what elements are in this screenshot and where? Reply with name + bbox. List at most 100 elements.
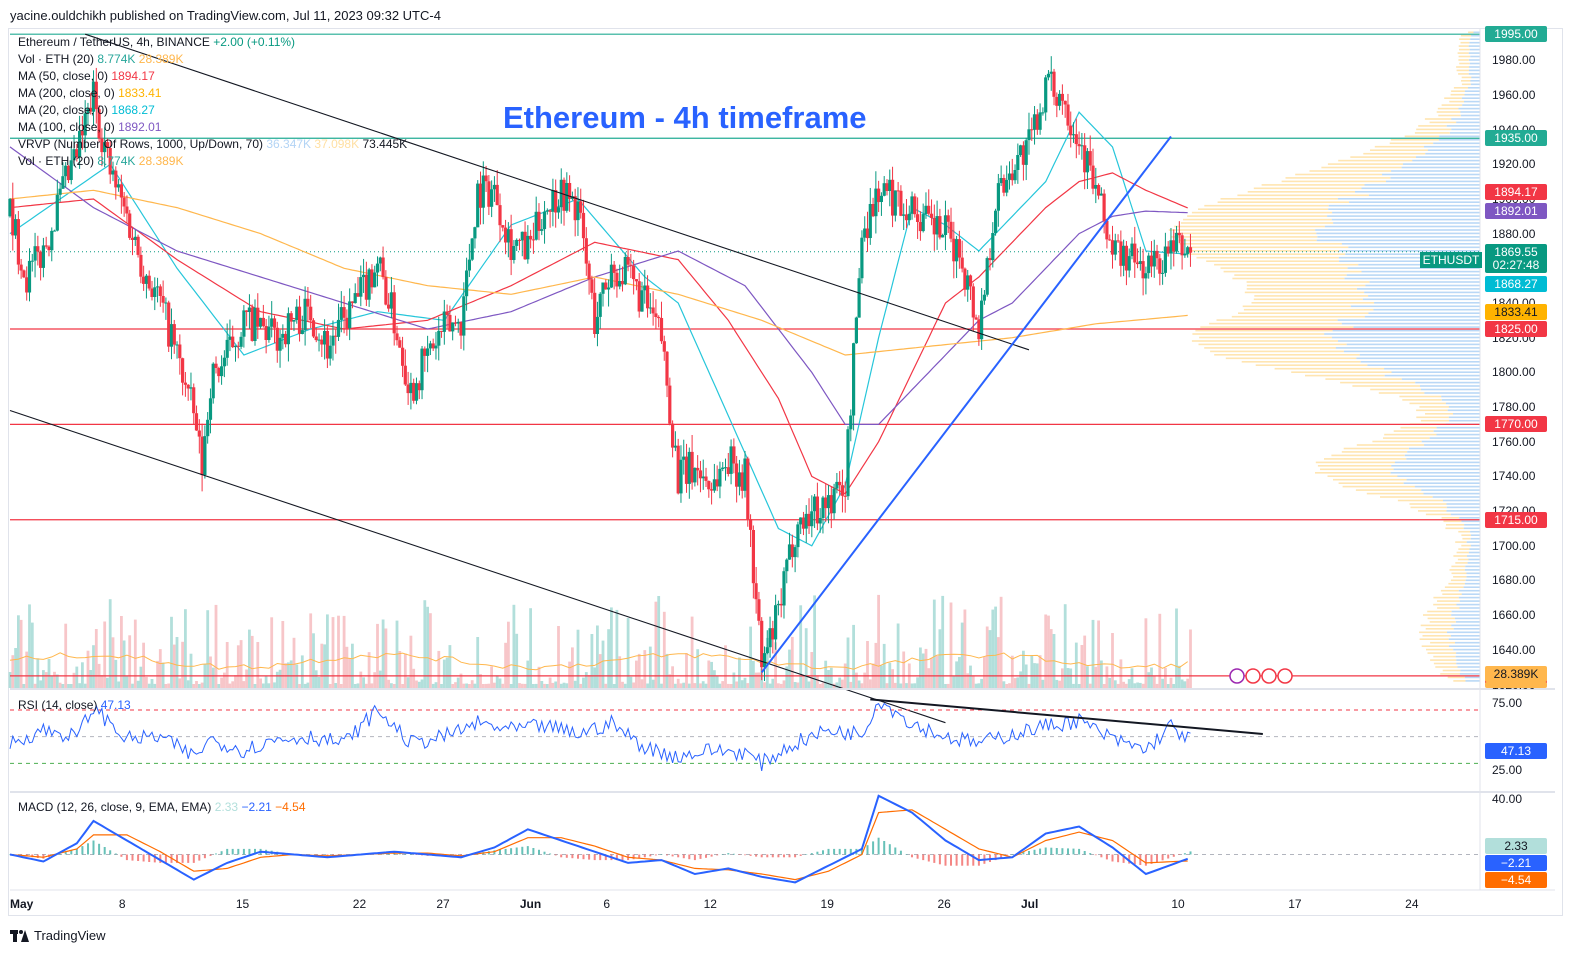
vrvp-bar-down bbox=[1199, 336, 1332, 339]
candle-down bbox=[573, 196, 577, 221]
volume-bar bbox=[788, 649, 791, 688]
candle-up bbox=[1058, 93, 1062, 106]
chart-frame[interactable] bbox=[8, 28, 1563, 916]
vrvp-bar-up bbox=[1445, 402, 1480, 405]
candle-down bbox=[89, 107, 93, 112]
volume-bar bbox=[1150, 667, 1153, 688]
volume-bar bbox=[648, 646, 652, 688]
vrvp-bar-down bbox=[1170, 236, 1318, 238]
candle-down bbox=[918, 222, 922, 232]
vrvp-bar-up bbox=[1459, 607, 1480, 609]
date-tick-label: 27 bbox=[436, 897, 450, 911]
volume-bar bbox=[197, 684, 201, 688]
volume-bar bbox=[1091, 619, 1095, 688]
candle-up bbox=[481, 175, 485, 208]
candle-down bbox=[1116, 240, 1120, 242]
volume-bar bbox=[39, 680, 42, 688]
price-box: 1892.01 bbox=[1485, 203, 1547, 220]
macd-histogram-bar bbox=[961, 854, 964, 866]
vrvp-bar-down bbox=[1402, 399, 1442, 401]
vrvp-bar-down bbox=[1341, 451, 1408, 453]
candle-up bbox=[437, 330, 441, 346]
candle-down bbox=[904, 214, 909, 221]
candle-down bbox=[245, 310, 249, 312]
vrvp-bar-up bbox=[1468, 551, 1480, 554]
vrvp-bar-down bbox=[1418, 125, 1447, 127]
volume-bar bbox=[206, 610, 210, 688]
macd-histogram-bar bbox=[1156, 854, 1158, 863]
candle-up bbox=[743, 458, 747, 491]
volume-bar bbox=[738, 657, 741, 688]
candle-down bbox=[662, 341, 666, 352]
vrvp-bar-up bbox=[1407, 451, 1480, 453]
macd-histogram-bar bbox=[838, 848, 841, 855]
date-tick-label: 12 bbox=[703, 897, 717, 911]
volume-bar bbox=[28, 604, 31, 688]
vrvp-bar-down bbox=[1350, 156, 1416, 158]
candle-up bbox=[818, 518, 822, 524]
candle-down bbox=[632, 265, 636, 280]
symbol-tag: ETHUSDT bbox=[1420, 252, 1482, 268]
volume-bar bbox=[935, 655, 939, 688]
candle-up bbox=[832, 488, 836, 514]
vrvp-bar-down bbox=[1456, 66, 1470, 68]
vrvp-bar-down bbox=[1246, 281, 1370, 283]
volume-bar bbox=[696, 649, 700, 688]
volume-bar bbox=[481, 684, 485, 688]
vrvp-bar-up bbox=[1466, 572, 1480, 575]
volume-bar bbox=[142, 642, 145, 688]
vrvp-bar-down bbox=[1436, 111, 1461, 113]
candle-down bbox=[1177, 232, 1181, 236]
vrvp-bar-up bbox=[1347, 267, 1480, 269]
publisher-credit: yacine.ouldchikh published on TradingVie… bbox=[10, 8, 441, 23]
volume-bar bbox=[868, 679, 872, 688]
candle-up bbox=[1161, 272, 1165, 274]
candle-down bbox=[517, 239, 522, 241]
candle-up bbox=[860, 237, 864, 279]
candle-down bbox=[1105, 220, 1109, 240]
volume-bar bbox=[484, 683, 488, 688]
macd-histogram-bar bbox=[788, 854, 791, 858]
macd-histogram-bar bbox=[532, 848, 535, 855]
volume-bar bbox=[300, 655, 304, 688]
candle-up bbox=[426, 348, 430, 356]
volume-bar bbox=[640, 679, 644, 688]
macd-histogram-bar bbox=[404, 854, 407, 855]
volume-bar bbox=[882, 643, 886, 688]
legend-vol2-value-2: 28.389K bbox=[138, 154, 184, 168]
macd-histogram-bar bbox=[822, 850, 824, 855]
candle-up bbox=[61, 176, 65, 189]
price-box: 1833.41 bbox=[1485, 303, 1547, 320]
volume-bar bbox=[1002, 681, 1006, 688]
rsi-price-box: 47.13 bbox=[1485, 743, 1547, 759]
vrvp-bar-up bbox=[1451, 128, 1480, 131]
volume-bar bbox=[200, 682, 204, 688]
candle-down bbox=[504, 227, 508, 243]
volume-bar bbox=[1125, 683, 1128, 688]
vrvp-bar-up bbox=[1446, 125, 1480, 127]
candle-up bbox=[348, 301, 352, 329]
macd-histogram-bar bbox=[109, 850, 112, 855]
macd-histogram-bar bbox=[1044, 847, 1047, 855]
candle-down bbox=[1066, 104, 1070, 126]
price-box: 1715.00 bbox=[1485, 511, 1547, 528]
candle-down bbox=[707, 481, 711, 490]
vrvp-bar-up bbox=[1421, 388, 1480, 391]
candle-down bbox=[899, 190, 903, 216]
candle-down bbox=[1110, 240, 1115, 255]
volume-bar bbox=[289, 660, 293, 688]
vrvp-bar-up bbox=[1468, 59, 1480, 61]
candle-down bbox=[1035, 114, 1039, 130]
candle-up bbox=[721, 467, 725, 469]
volume-bar bbox=[949, 602, 953, 688]
vrvp-bar-down bbox=[1425, 628, 1454, 630]
tradingview-footer[interactable]: TradingView bbox=[10, 928, 106, 943]
macd-histogram-bar bbox=[87, 843, 89, 855]
volume-bar bbox=[398, 651, 402, 688]
volume-bar bbox=[1130, 668, 1134, 688]
candle-up bbox=[117, 184, 121, 188]
candle-down bbox=[16, 219, 20, 265]
rsi-line bbox=[9, 702, 1191, 771]
vrvp-bar-down bbox=[1422, 635, 1451, 637]
